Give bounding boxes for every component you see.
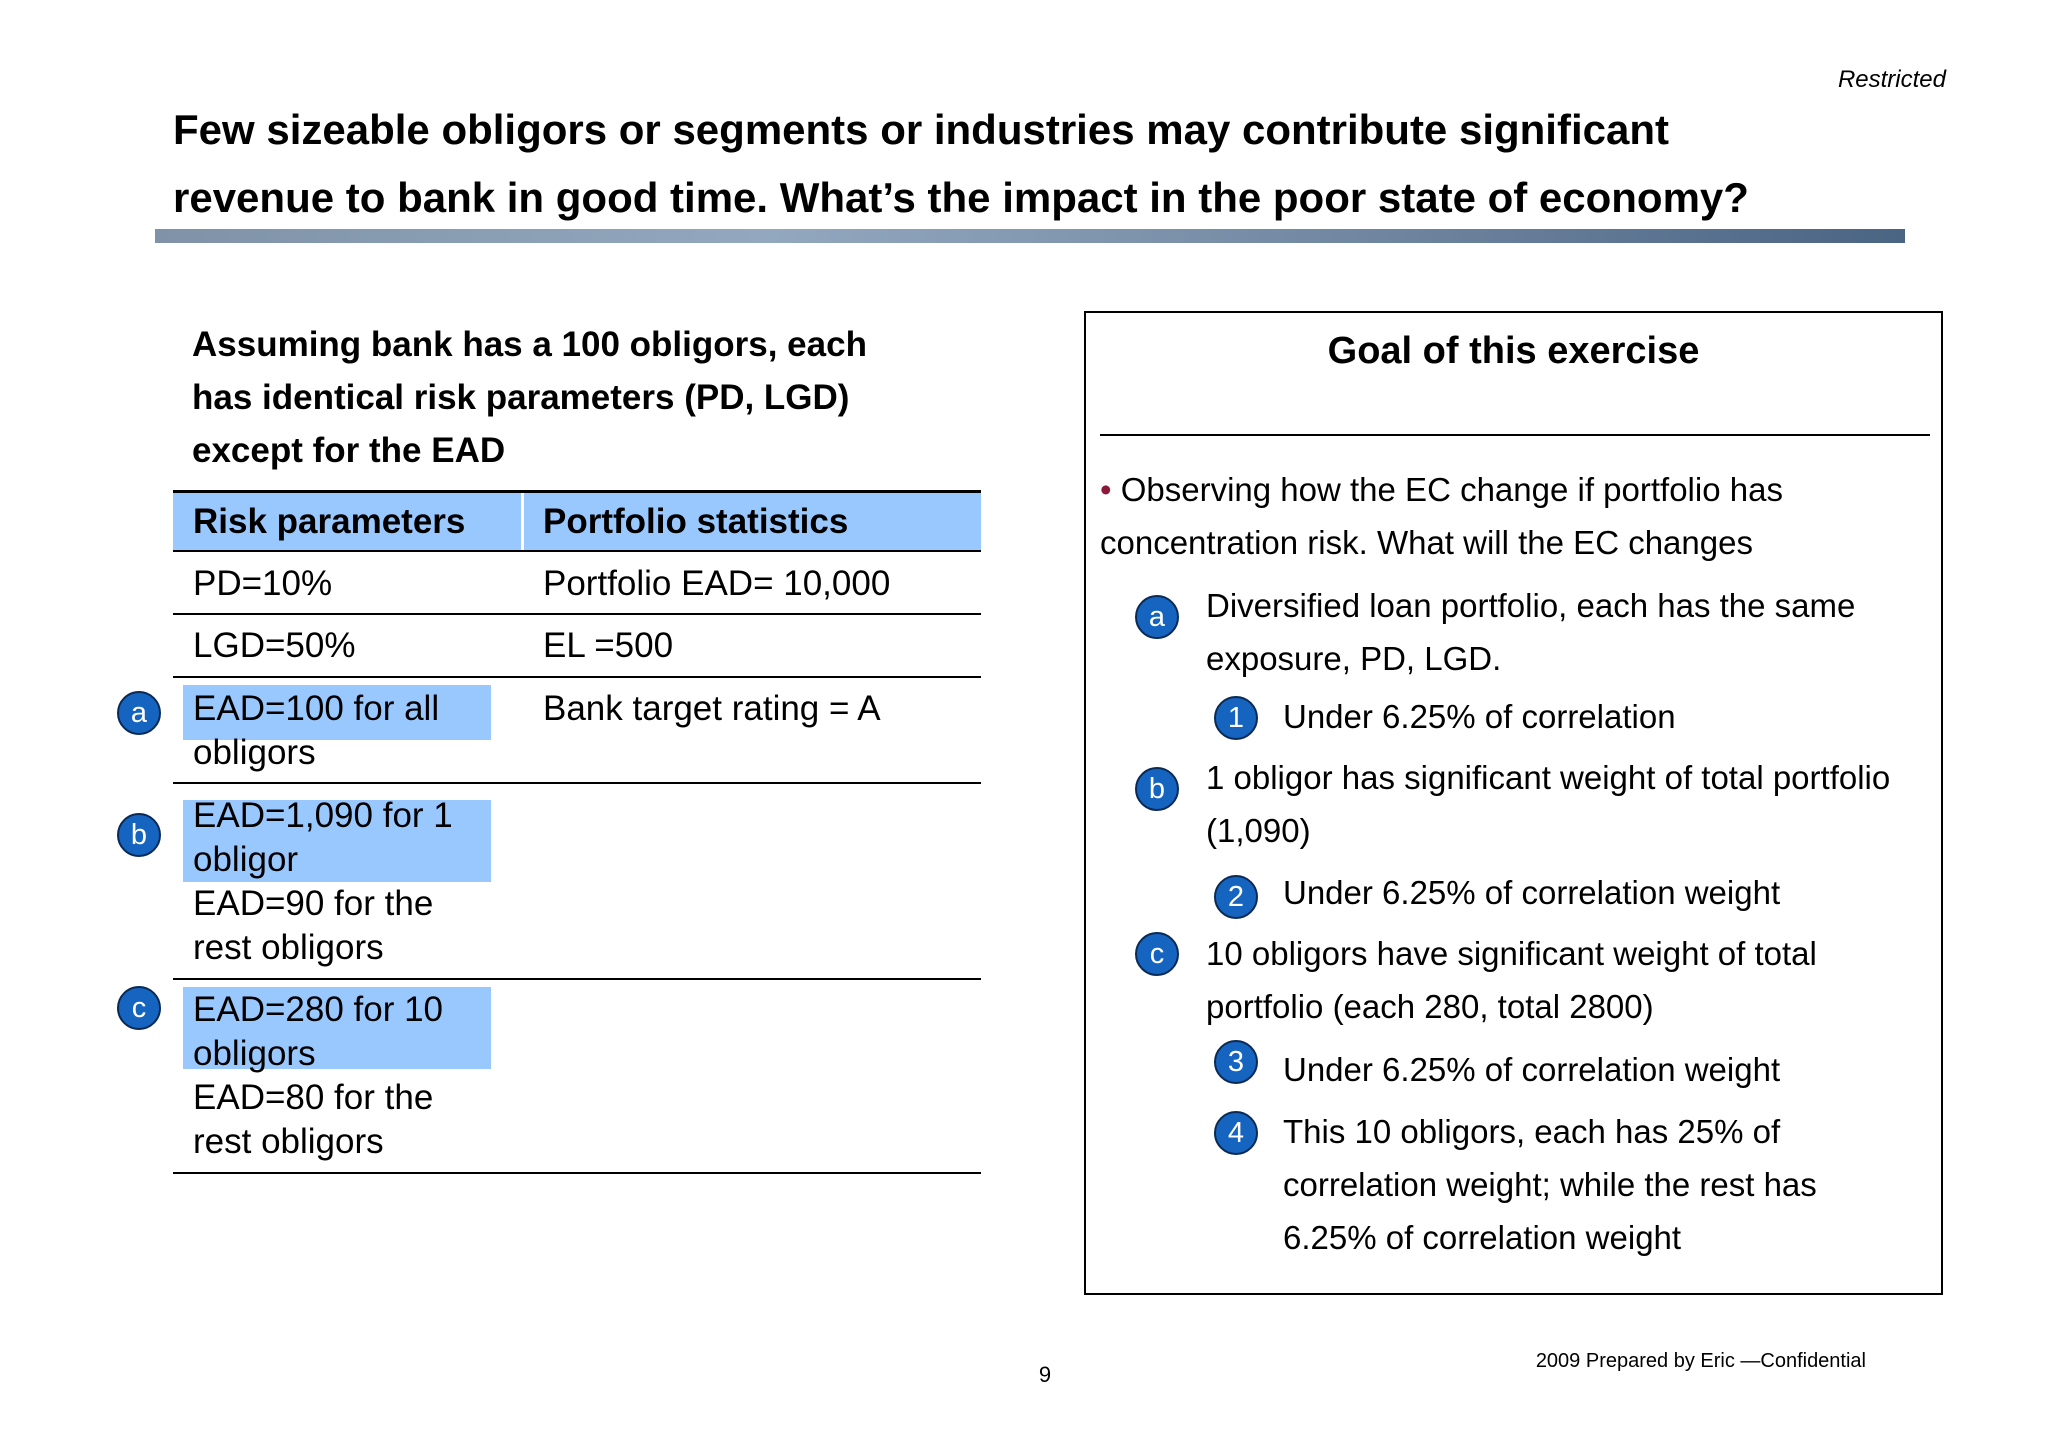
- cell-ead-b-line-1: EAD=1,090 for 1: [193, 796, 453, 835]
- highlight-ead-c: [183, 987, 491, 1069]
- goal-3-text: Under 6.25% of correlation weight: [1283, 1051, 1781, 1088]
- cell-ead-b-rest-line-1: EAD=90 for the: [193, 884, 434, 923]
- goal-intro-line-1: • Observing how the EC change if portfol…: [1100, 463, 1783, 516]
- table-rule: [173, 978, 981, 980]
- goal-b-line-2: (1,090): [1206, 812, 1311, 849]
- cell-el: EL =500: [543, 626, 674, 665]
- table-rule: [173, 782, 981, 784]
- cell-pd: PD=10%: [193, 564, 333, 603]
- cell-ead-a-line-1: EAD=100 for all: [193, 689, 440, 728]
- classification-label: Restricted: [1837, 66, 1946, 93]
- header-portfolio-statistics: Portfolio statistics: [543, 502, 849, 541]
- goal-4-line-3: 6.25% of correlation weight: [1283, 1219, 1682, 1256]
- marker-2: 2: [1214, 875, 1258, 919]
- marker-c-right: c: [1135, 932, 1179, 976]
- highlight-ead-b: [183, 800, 491, 882]
- goal-2-text: Under 6.25% of correlation weight: [1283, 874, 1781, 911]
- table-bottom-rule: [173, 1172, 981, 1174]
- highlight-ead-a: [183, 685, 491, 740]
- table-top-rule: [173, 490, 981, 493]
- marker-a-left: a: [117, 691, 161, 735]
- marker-1: 1: [1214, 696, 1258, 740]
- cell-lgd: LGD=50%: [193, 626, 356, 665]
- cell-ead-c-line-2: obligors: [193, 1034, 316, 1073]
- table-rule: [173, 550, 981, 552]
- assumption-line-3: except for the EAD: [192, 431, 506, 470]
- cell-ead-c-rest-line-1: EAD=80 for the: [193, 1078, 434, 1117]
- goal-a-line-2: exposure, PD, LGD.: [1206, 640, 1502, 677]
- marker-b-left: b: [117, 813, 161, 857]
- cell-ead-c-rest-line-2: rest obligors: [193, 1122, 384, 1161]
- title-line-2: revenue to bank in good time. What’s the…: [173, 174, 1749, 221]
- table-rule: [173, 676, 981, 678]
- assumption-line-1: Assuming bank has a 100 obligors, each: [192, 325, 867, 364]
- cell-ead-c-line-1: EAD=280 for 10: [193, 990, 444, 1029]
- goal-divider: [1100, 434, 1930, 436]
- marker-4: 4: [1214, 1111, 1258, 1155]
- bullet-icon: •: [1100, 471, 1112, 508]
- goal-intro-line-2: concentration risk. What will the EC cha…: [1100, 524, 1753, 561]
- marker-b-right: b: [1135, 767, 1179, 811]
- title-divider-bar: [155, 229, 1905, 243]
- goal-4-line-2: correlation weight; while the rest has: [1283, 1166, 1817, 1203]
- risk-parameters-table: Risk parameters Portfolio statistics PD=…: [173, 490, 981, 1180]
- cell-ead-b-rest-line-2: rest obligors: [193, 928, 384, 967]
- footer-confidential: 2009 Prepared by Eric —Confidential: [1535, 1350, 1866, 1372]
- title-line-1: Few sizeable obligors or segments or ind…: [173, 106, 1669, 153]
- page-number: 9: [1038, 1362, 1052, 1387]
- goal-c-line-1: 10 obligors have significant weight of t…: [1206, 935, 1817, 972]
- header-risk-parameters: Risk parameters: [193, 502, 466, 541]
- table-rule: [173, 613, 981, 615]
- cell-target-rating: Bank target rating = A: [543, 689, 881, 728]
- goal-intro-line-1-text: Observing how the EC change if portfolio…: [1120, 471, 1783, 508]
- cell-portfolio-ead: Portfolio EAD= 10,000: [543, 564, 891, 603]
- cell-ead-a-line-2: obligors: [193, 733, 316, 772]
- marker-a-right: a: [1135, 595, 1179, 639]
- assumption-text: Assuming bank has a 100 obligors, each h…: [192, 318, 972, 477]
- goal-a-line-1: Diversified loan portfolio, each has the…: [1206, 587, 1856, 624]
- marker-c-left: c: [117, 986, 161, 1030]
- goal-4-line-1: This 10 obligors, each has 25% of: [1283, 1113, 1781, 1150]
- cell-ead-b-line-2: obligor: [193, 840, 299, 879]
- header-divider: [521, 493, 524, 550]
- table-header-row: [173, 493, 981, 550]
- goal-c-line-2: portfolio (each 280, total 2800): [1206, 988, 1654, 1025]
- goal-box: [1084, 311, 1943, 1295]
- assumption-line-2: has identical risk parameters (PD, LGD): [192, 378, 850, 417]
- marker-3: 3: [1214, 1040, 1258, 1084]
- goal-b-line-1: 1 obligor has significant weight of tota…: [1206, 759, 1891, 796]
- slide-title: Few sizeable obligors or segments or ind…: [173, 96, 1893, 232]
- goal-title: Goal of this exercise: [1327, 330, 1700, 372]
- goal-1-text: Under 6.25% of correlation: [1283, 698, 1676, 735]
